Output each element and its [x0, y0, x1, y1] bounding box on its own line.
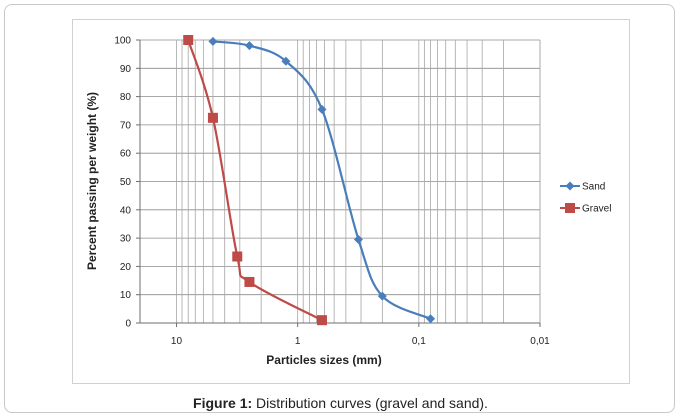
gravel-point: [232, 251, 243, 262]
legend-marker-sand: [565, 181, 575, 191]
x-tick-label: 1: [295, 336, 301, 347]
legend-item-sand: Sand: [560, 181, 605, 193]
caption-label: Figure 1:: [193, 395, 253, 411]
sand-point: [377, 291, 387, 301]
grid: [139, 39, 541, 324]
sand-point: [353, 235, 363, 245]
y-tick-label: 30: [120, 234, 132, 245]
axes: 0 10 20 30 40 50 60 70 80 90 100 10 1 0,1 0,01: [114, 36, 550, 348]
gravel-series: [183, 35, 327, 326]
legend-item-gravel: Gravel: [560, 203, 611, 215]
y-tick-label: 10: [120, 290, 132, 301]
sand-point: [426, 314, 436, 324]
y-tick-label: 80: [120, 92, 132, 103]
sand-point: [244, 41, 254, 51]
y-tick-label: 20: [120, 262, 132, 273]
gravel-point: [316, 315, 327, 326]
x-axis-title: Particles sizes (mm): [266, 353, 381, 367]
sand-point: [317, 104, 327, 114]
gravel-point: [244, 276, 255, 287]
y-tick-label: 100: [114, 36, 131, 47]
legend-label-sand: Sand: [582, 182, 605, 193]
y-tick-label: 0: [125, 319, 131, 330]
sand-point: [281, 56, 291, 66]
series-layer: [183, 35, 436, 326]
legend: Sand Gravel: [560, 181, 611, 215]
legend-label-gravel: Gravel: [582, 204, 611, 215]
figure-caption: Figure 1: Distribution curves (gravel an…: [0, 395, 681, 411]
y-tick-label: 90: [120, 64, 132, 75]
gravel-point: [183, 35, 194, 45]
sand-series: [208, 36, 436, 324]
legend-marker-gravel: [565, 203, 575, 213]
gravel-curve: [187, 39, 323, 322]
x-tick-label: 10: [171, 336, 183, 347]
y-tick-label: 60: [120, 149, 132, 160]
x-tick-label: 0,1: [412, 336, 426, 347]
gravel-point: [207, 112, 218, 123]
caption-text: Distribution curves (gravel and sand).: [252, 395, 488, 411]
y-tick-label: 40: [120, 205, 132, 216]
x-tick-label: 0,01: [530, 336, 550, 347]
sand-point: [208, 36, 218, 46]
y-tick-label: 50: [120, 177, 132, 188]
y-axis-title: Percent passing per weight (%): [85, 92, 99, 270]
y-tick-label: 70: [120, 120, 132, 131]
